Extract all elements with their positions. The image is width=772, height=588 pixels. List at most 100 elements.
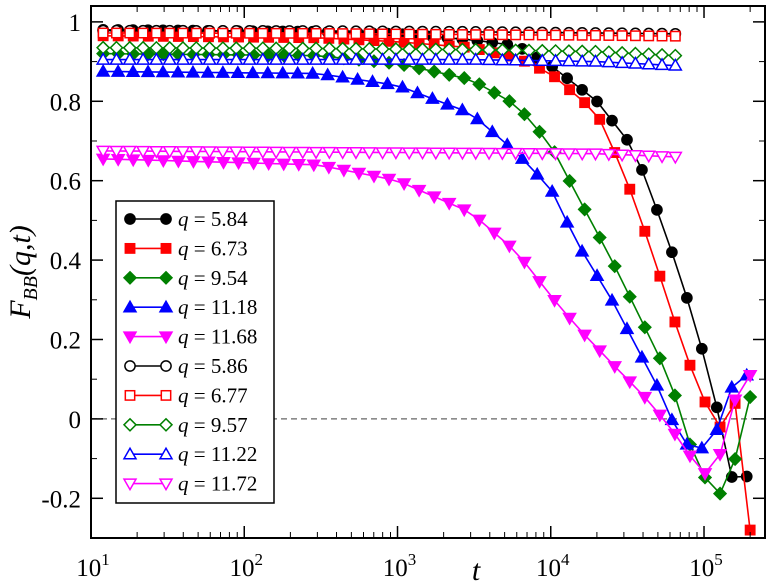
data-point <box>594 113 606 125</box>
legend-entry: q = 11.22 <box>122 442 257 466</box>
data-point <box>441 52 457 65</box>
data-point <box>590 29 601 41</box>
data-point <box>377 28 389 40</box>
data-point <box>510 29 522 41</box>
legend-entry: q = 9.54 <box>122 266 248 290</box>
data-point <box>284 27 295 39</box>
data-point <box>628 56 643 69</box>
data-point <box>636 164 648 176</box>
data-point <box>624 183 636 195</box>
y-tick-label: 0.8 <box>50 89 81 116</box>
data-point <box>484 124 500 138</box>
data-point <box>140 154 156 168</box>
legend-label: q = 9.54 <box>178 266 248 290</box>
data-point <box>579 97 591 109</box>
legend-marker <box>124 213 136 225</box>
data-point <box>487 227 502 241</box>
data-point <box>502 240 517 254</box>
data-point <box>170 64 186 78</box>
data-point <box>562 312 577 326</box>
plot-frame <box>90 5 766 539</box>
data-point <box>228 52 244 65</box>
data-point <box>427 64 442 79</box>
data-point <box>649 377 665 391</box>
data-point <box>110 64 126 77</box>
data-point <box>564 84 576 96</box>
data-point <box>348 52 364 65</box>
data-point <box>109 52 124 65</box>
data-point <box>607 259 622 274</box>
data-point <box>268 146 284 160</box>
data-point <box>577 202 592 217</box>
data-point <box>604 292 620 306</box>
data-point <box>202 52 217 65</box>
data-point <box>495 52 510 66</box>
y-axis-title-sub: BB <box>20 276 42 300</box>
data-point <box>684 359 696 371</box>
data-point <box>388 147 404 161</box>
data-point <box>456 29 468 40</box>
data-point <box>712 449 728 462</box>
data-point <box>456 204 472 218</box>
y-tick-label: -0.2 <box>41 486 81 513</box>
data-point <box>534 148 550 161</box>
data-point <box>728 451 743 467</box>
data-point <box>162 146 177 159</box>
data-point <box>321 161 337 175</box>
data-point <box>415 147 430 161</box>
data-point <box>95 63 111 77</box>
data-point <box>428 147 444 161</box>
data-point <box>215 146 231 160</box>
data-point <box>508 147 523 161</box>
data-point <box>290 65 306 79</box>
data-point <box>348 147 364 160</box>
data-point <box>622 376 638 390</box>
data-point <box>164 27 176 39</box>
data-point <box>548 148 563 161</box>
data-point <box>472 77 487 92</box>
data-point <box>363 28 375 40</box>
data-point <box>388 52 404 65</box>
x-axis-title: t <box>472 554 481 587</box>
data-point <box>668 58 683 71</box>
data-point <box>666 246 678 259</box>
data-point <box>614 149 630 163</box>
data-point <box>742 369 758 383</box>
data-point <box>495 147 510 161</box>
data-point <box>487 85 502 100</box>
data-point <box>255 146 271 160</box>
data-point <box>668 151 683 165</box>
legend-marker <box>122 417 138 432</box>
data-point <box>350 71 365 85</box>
data-point <box>536 29 548 41</box>
data-point <box>574 53 590 67</box>
data-point <box>417 28 428 40</box>
data-point <box>335 146 350 160</box>
data-point <box>171 155 186 169</box>
data-point <box>651 204 663 216</box>
x-tick-label: 105 <box>689 550 723 582</box>
data-point <box>628 149 643 163</box>
data-point <box>335 69 350 83</box>
data-point <box>502 94 517 109</box>
data-point <box>415 52 430 65</box>
data-point <box>246 157 261 171</box>
legend-marker <box>160 360 172 372</box>
data-point <box>149 145 164 159</box>
data-point <box>365 74 380 87</box>
data-point <box>712 486 728 501</box>
series-11-72 <box>95 145 683 165</box>
data-point <box>175 52 191 65</box>
data-point <box>201 156 216 170</box>
data-point <box>699 396 711 408</box>
data-point <box>381 173 397 187</box>
data-point <box>639 225 651 237</box>
data-point <box>681 292 693 304</box>
data-point <box>532 276 547 289</box>
data-point <box>261 158 276 171</box>
data-point <box>561 72 573 85</box>
data-point <box>697 468 713 481</box>
data-point <box>401 147 417 161</box>
legend-label: q = 11.22 <box>178 442 257 466</box>
data-point <box>111 27 122 39</box>
